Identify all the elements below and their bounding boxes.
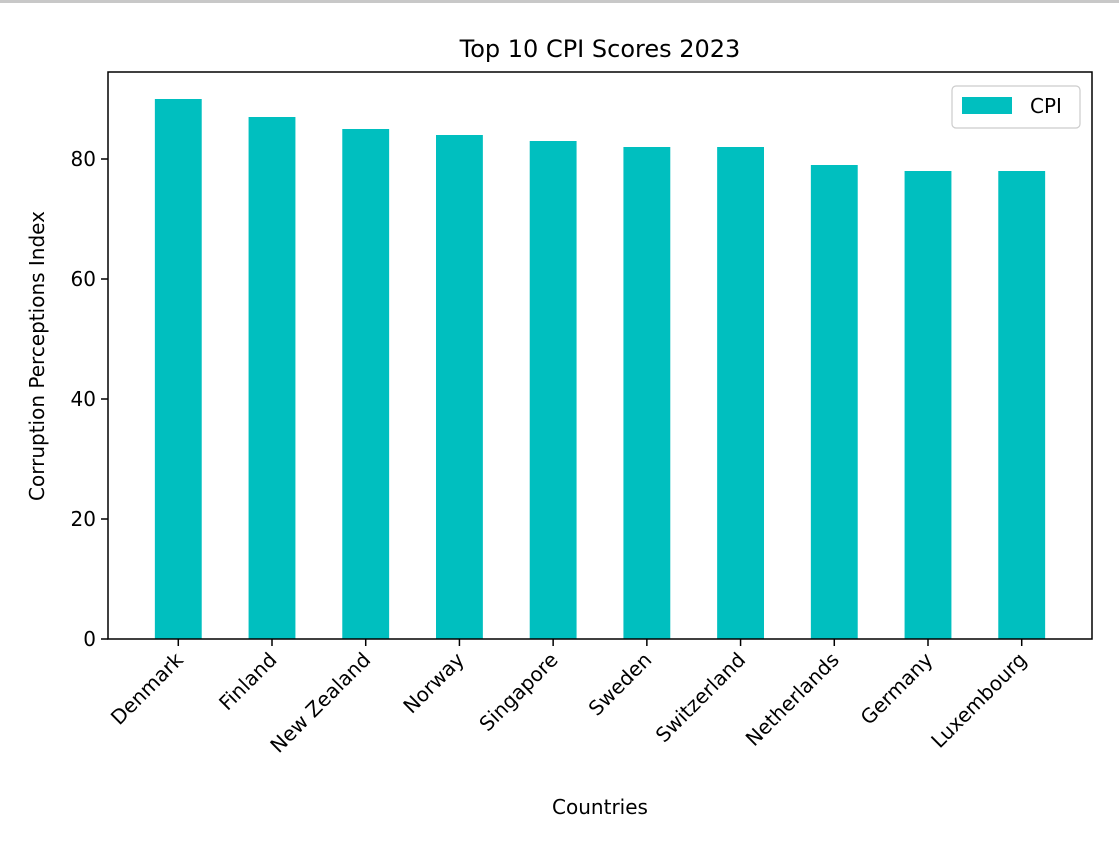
y-tick-label: 80	[71, 147, 96, 171]
x-tick-label: Finland	[214, 648, 282, 716]
bar-sweden	[623, 147, 671, 639]
legend-label-cpi: CPI	[1030, 94, 1062, 118]
bar-norway	[436, 135, 483, 639]
y-axis-label: Corruption Perceptions Index	[25, 211, 49, 501]
bar-luxembourg	[998, 171, 1046, 639]
plot-area-frame	[107, 71, 1093, 640]
bar-finland	[248, 117, 296, 639]
chart-title: Top 10 CPI Scores 2023	[459, 35, 741, 63]
x-tick-label: Netherlands	[741, 648, 844, 751]
y-tick-label: 0	[83, 627, 96, 651]
x-tick-label: Singapore	[474, 648, 562, 736]
bar-germany	[904, 171, 952, 639]
x-axis-label: Countries	[552, 795, 648, 819]
x-tick-label: New Zealand	[265, 648, 375, 758]
legend-frame	[951, 85, 1081, 129]
x-tick-label: Switzerland	[651, 648, 750, 747]
bars-group	[154, 99, 1046, 639]
y-tick-label: 40	[71, 387, 96, 411]
window-top-border	[0, 0, 1119, 3]
bar-denmark	[154, 99, 202, 639]
bar-new-zealand	[342, 129, 390, 639]
x-tick-label: Norway	[398, 647, 469, 718]
bar-singapore	[529, 141, 577, 639]
legend: CPI	[951, 85, 1081, 129]
x-tick-label: Sweden	[584, 648, 657, 721]
bar-switzerland	[717, 147, 764, 639]
legend-swatch-cpi	[962, 97, 1012, 114]
bar-netherlands	[810, 165, 858, 639]
x-tick-label: Luxembourg	[926, 648, 1031, 753]
y-axis: 0 20 40 60 80	[71, 147, 108, 651]
y-tick-label: 60	[71, 267, 96, 291]
x-tick-label: Germany	[856, 647, 938, 729]
x-tick-label: Denmark	[106, 647, 188, 729]
y-tick-label: 20	[71, 507, 96, 531]
